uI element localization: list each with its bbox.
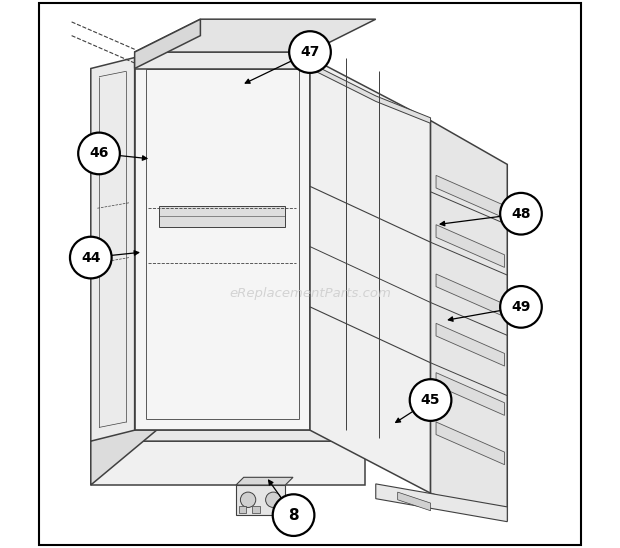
Text: 47: 47 xyxy=(300,45,320,59)
Text: 48: 48 xyxy=(512,207,531,221)
Circle shape xyxy=(500,286,542,328)
Polygon shape xyxy=(436,274,505,317)
Polygon shape xyxy=(135,58,310,430)
Polygon shape xyxy=(135,52,310,68)
Polygon shape xyxy=(135,19,376,52)
Polygon shape xyxy=(436,225,505,267)
Circle shape xyxy=(78,133,120,174)
Polygon shape xyxy=(310,58,430,493)
Polygon shape xyxy=(430,121,507,521)
Polygon shape xyxy=(135,19,200,68)
Text: 8: 8 xyxy=(288,507,299,523)
Polygon shape xyxy=(436,373,505,415)
Text: 49: 49 xyxy=(512,300,531,314)
Polygon shape xyxy=(236,477,293,485)
Polygon shape xyxy=(252,506,260,513)
Circle shape xyxy=(273,494,314,536)
Polygon shape xyxy=(436,422,505,465)
Polygon shape xyxy=(310,63,430,123)
Polygon shape xyxy=(239,506,246,513)
Polygon shape xyxy=(91,386,157,485)
Circle shape xyxy=(500,193,542,235)
Circle shape xyxy=(241,492,255,507)
Text: eReplacementParts.com: eReplacementParts.com xyxy=(229,287,391,300)
Polygon shape xyxy=(436,175,505,218)
Circle shape xyxy=(70,237,112,278)
Text: 46: 46 xyxy=(89,146,108,161)
Polygon shape xyxy=(159,206,285,227)
Text: 45: 45 xyxy=(421,393,440,407)
Circle shape xyxy=(265,492,281,507)
Polygon shape xyxy=(397,492,430,511)
Circle shape xyxy=(289,31,331,73)
Polygon shape xyxy=(91,386,430,441)
Polygon shape xyxy=(236,485,285,515)
Polygon shape xyxy=(376,484,507,522)
Polygon shape xyxy=(91,441,365,485)
Circle shape xyxy=(410,379,451,421)
Polygon shape xyxy=(91,58,135,441)
Text: 44: 44 xyxy=(81,250,100,265)
Polygon shape xyxy=(436,323,505,366)
Polygon shape xyxy=(118,396,397,430)
